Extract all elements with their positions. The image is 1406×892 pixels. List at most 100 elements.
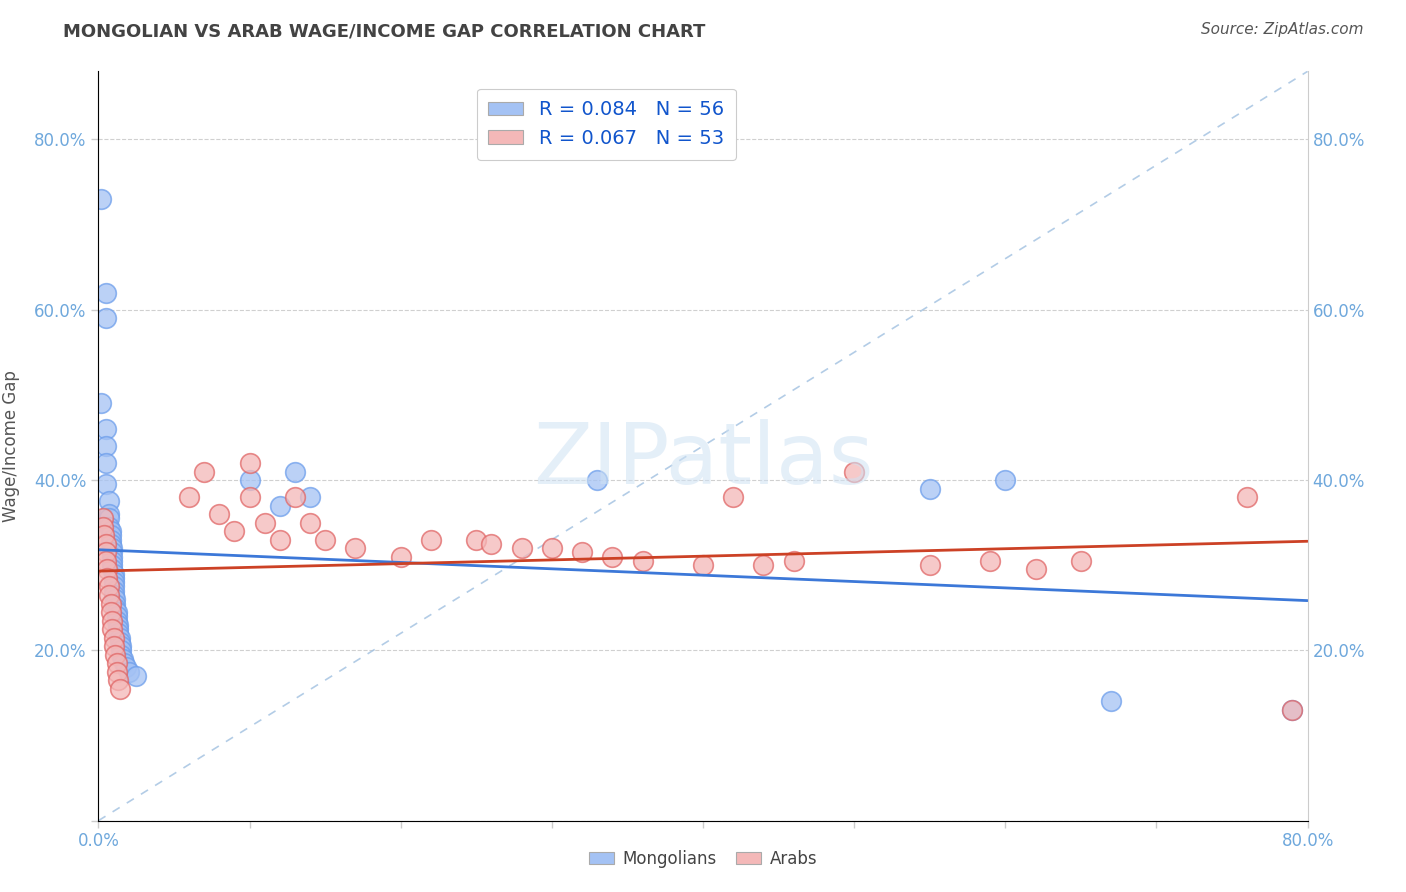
Point	[101, 541, 124, 556]
Point	[100, 528, 122, 542]
Point	[100, 597, 122, 611]
Point	[105, 656, 128, 670]
Point	[110, 643, 132, 657]
Point	[1236, 490, 1258, 504]
Point	[96, 571, 118, 585]
Point	[98, 494, 121, 508]
Point	[344, 541, 367, 556]
Point	[98, 507, 121, 521]
Point	[481, 537, 503, 551]
Point	[118, 665, 141, 679]
Point	[208, 507, 231, 521]
Point	[93, 528, 115, 542]
Point	[94, 456, 117, 470]
Point	[239, 456, 262, 470]
Point	[104, 600, 127, 615]
Point	[193, 465, 215, 479]
Point	[540, 541, 562, 556]
Point	[1070, 554, 1092, 568]
Point	[844, 465, 866, 479]
Point	[100, 605, 122, 619]
Point	[107, 622, 129, 636]
Y-axis label: Wage/Income Gap: Wage/Income Gap	[3, 370, 20, 522]
Point	[96, 562, 118, 576]
Point	[101, 549, 124, 564]
Point	[91, 520, 114, 534]
Point	[108, 681, 131, 696]
Legend: Mongolians, Arabs: Mongolians, Arabs	[582, 844, 824, 875]
Point	[112, 656, 135, 670]
Point	[105, 605, 128, 619]
Point	[103, 571, 125, 585]
Point	[108, 631, 131, 645]
Point	[994, 473, 1017, 487]
Point	[284, 490, 307, 504]
Point	[110, 648, 132, 662]
Point	[103, 580, 125, 594]
Point	[104, 592, 127, 607]
Point	[752, 558, 775, 573]
Point	[224, 524, 246, 538]
Point	[90, 192, 112, 206]
Point	[103, 583, 125, 598]
Point	[94, 311, 117, 326]
Point	[1281, 703, 1303, 717]
Point	[253, 516, 276, 530]
Text: Source: ZipAtlas.com: Source: ZipAtlas.com	[1201, 22, 1364, 37]
Point	[389, 549, 412, 564]
Point	[918, 482, 941, 496]
Point	[602, 549, 624, 564]
Point	[571, 545, 593, 559]
Point	[269, 533, 291, 547]
Point	[314, 533, 336, 547]
Point	[101, 622, 124, 636]
Point	[101, 545, 124, 559]
Point	[105, 614, 128, 628]
Point	[94, 285, 117, 300]
Point	[631, 554, 654, 568]
Point	[783, 554, 806, 568]
Point	[103, 588, 125, 602]
Point	[107, 626, 129, 640]
Point	[586, 473, 609, 487]
Point	[104, 597, 127, 611]
Point	[101, 558, 124, 573]
Legend: R = 0.084   N = 56, R = 0.067   N = 53: R = 0.084 N = 56, R = 0.067 N = 53	[477, 88, 735, 160]
Point	[101, 562, 124, 576]
Point	[104, 648, 127, 662]
Point	[420, 533, 443, 547]
Point	[94, 422, 117, 436]
Point	[105, 665, 128, 679]
Point	[103, 639, 125, 653]
Point	[723, 490, 745, 504]
Point	[98, 520, 121, 534]
Point	[299, 490, 322, 504]
Point	[110, 639, 132, 653]
Point	[94, 537, 117, 551]
Point	[105, 609, 128, 624]
Point	[510, 541, 533, 556]
Point	[98, 580, 121, 594]
Point	[103, 575, 125, 590]
Point	[179, 490, 201, 504]
Point	[1024, 562, 1046, 576]
Point	[98, 588, 121, 602]
Point	[239, 490, 262, 504]
Point	[100, 537, 122, 551]
Point	[100, 533, 122, 547]
Point	[101, 614, 124, 628]
Point	[103, 566, 125, 581]
Point	[103, 631, 125, 645]
Point	[299, 516, 322, 530]
Point	[918, 558, 941, 573]
Point	[1281, 703, 1303, 717]
Point	[125, 669, 148, 683]
Point	[90, 396, 112, 410]
Point	[269, 499, 291, 513]
Point	[94, 545, 117, 559]
Point	[108, 635, 131, 649]
Point	[91, 511, 114, 525]
Point	[98, 511, 121, 525]
Point	[107, 673, 129, 688]
Point	[94, 477, 117, 491]
